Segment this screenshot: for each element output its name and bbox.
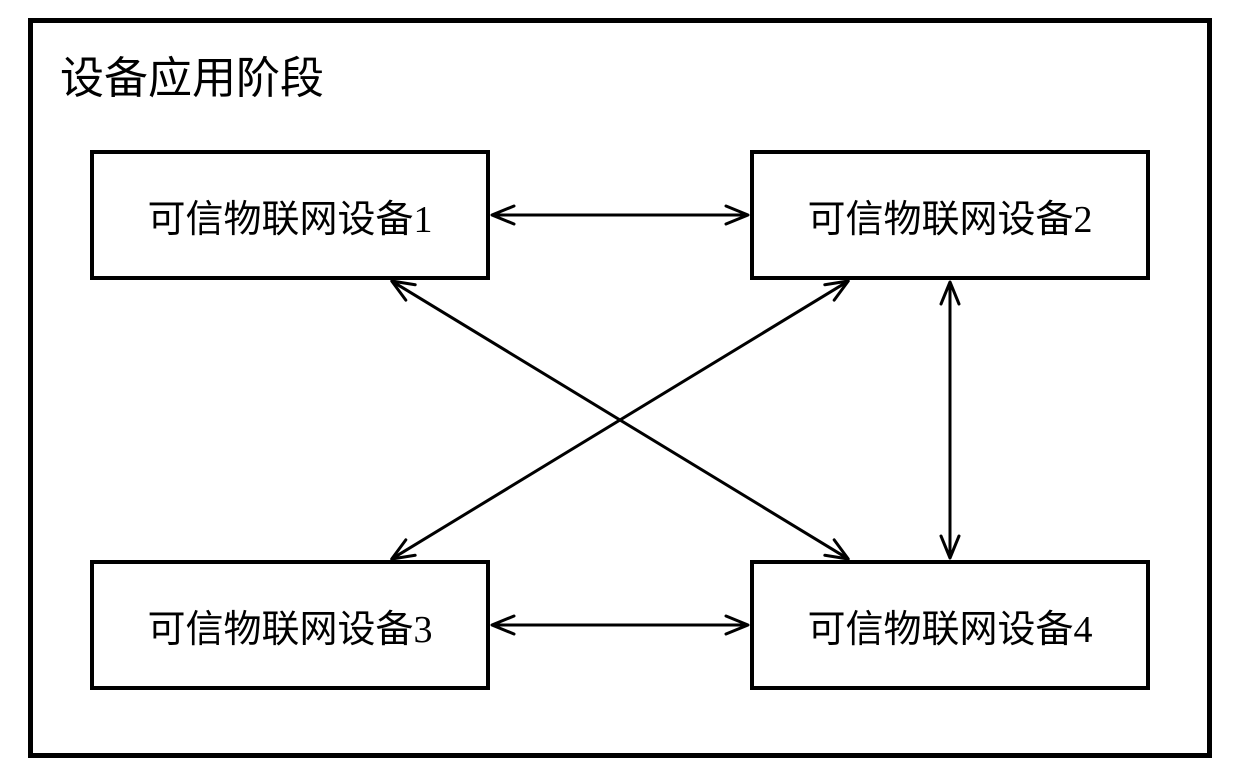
device-node-3-label: 可信物联网设备3 (147, 598, 432, 653)
device-node-2: 可信物联网设备2 (750, 150, 1150, 280)
device-node-1-label: 可信物联网设备1 (147, 188, 432, 243)
device-node-1: 可信物联网设备1 (90, 150, 490, 280)
device-node-4: 可信物联网设备4 (750, 560, 1150, 690)
diagram-title: 设备应用阶段 (60, 42, 324, 106)
device-node-3: 可信物联网设备3 (90, 560, 490, 690)
device-node-4-label: 可信物联网设备4 (807, 598, 1092, 653)
diagram-canvas: 设备应用阶段 可信物联网设备1 可信物联网设备2 可信物联网设备3 可信物联网设… (0, 0, 1240, 776)
device-node-2-label: 可信物联网设备2 (807, 188, 1092, 243)
